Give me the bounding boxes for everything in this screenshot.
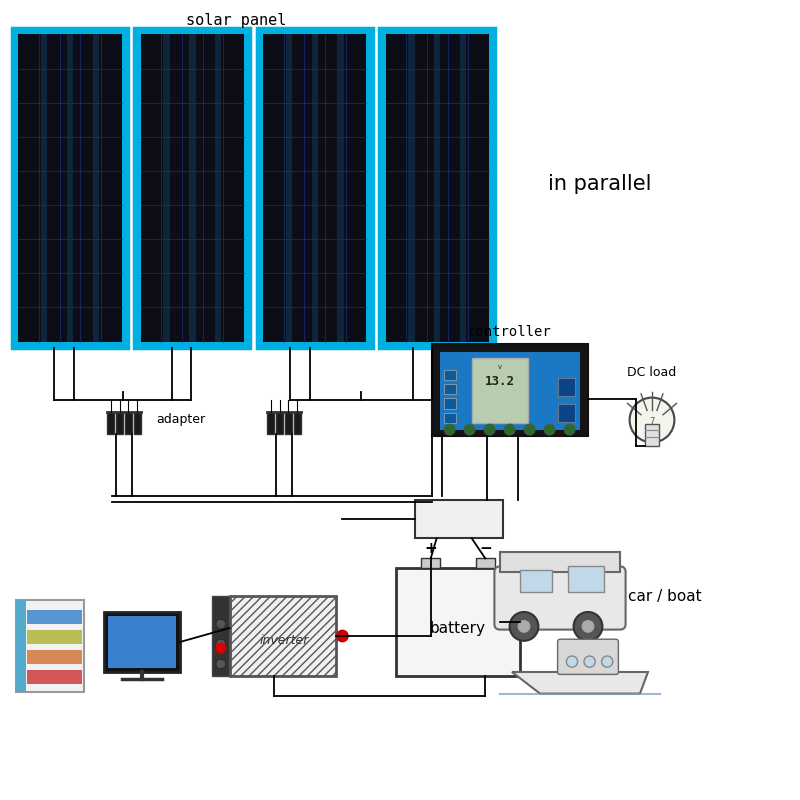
Circle shape [336,630,349,642]
Circle shape [584,656,595,667]
Bar [215,34,222,342]
Bar [386,34,489,342]
Bar [27,610,82,624]
Bar [500,552,620,572]
Bar [312,34,318,342]
Bar [444,398,456,409]
Circle shape [524,424,535,435]
Circle shape [216,659,226,669]
Bar [286,34,292,342]
Text: DC load: DC load [627,366,677,378]
FancyBboxPatch shape [558,639,618,674]
Circle shape [216,619,226,629]
Bar [41,34,47,342]
Bar [27,670,82,684]
Text: controller: controller [468,325,551,339]
Bar [116,412,123,434]
Bar [379,28,495,348]
Bar [645,424,659,446]
Text: v: v [498,364,502,370]
Text: car / boat: car / boat [628,589,702,603]
Bar [338,34,344,342]
FancyBboxPatch shape [494,566,626,630]
Bar [134,412,141,434]
Circle shape [602,656,613,667]
Bar [444,413,456,423]
Text: inverter: inverter [259,634,309,646]
Bar [558,378,575,396]
Circle shape [504,424,515,435]
Bar [108,616,176,668]
Circle shape [630,398,674,442]
Bar [12,28,128,348]
Bar [558,404,575,422]
Circle shape [216,639,226,649]
Bar [408,34,414,342]
Bar [257,28,373,348]
Text: 7: 7 [650,417,654,426]
Circle shape [582,620,594,633]
Bar [396,568,520,676]
Text: solar panel: solar panel [186,13,286,27]
Bar [27,630,82,644]
Bar [263,34,366,342]
Circle shape [510,612,538,641]
Bar [107,412,114,434]
Text: adapter: adapter [156,414,205,426]
Circle shape [564,424,575,435]
Bar [432,344,588,436]
Bar [18,34,122,342]
Bar [285,412,292,434]
Bar [67,34,74,342]
Bar [476,558,495,568]
Bar [414,500,502,538]
Bar [460,34,466,342]
Bar [93,34,99,342]
Bar [141,34,244,342]
Bar [472,358,528,423]
Bar [568,566,604,592]
Text: in parallel: in parallel [548,174,652,194]
Circle shape [215,642,226,654]
Text: −: − [479,542,492,556]
Text: +: + [424,542,437,556]
Bar [125,412,132,434]
Bar [104,612,180,672]
Bar [27,650,82,664]
Bar [294,412,301,434]
Bar [520,570,552,592]
Bar [267,412,274,434]
Bar [190,34,196,342]
Circle shape [464,424,475,435]
Bar [163,34,170,342]
Bar [16,600,26,692]
Bar [16,600,84,692]
Bar [440,352,580,430]
Bar [212,596,230,676]
Polygon shape [512,672,648,694]
Text: 13.2: 13.2 [485,374,515,387]
Circle shape [484,424,495,435]
Circle shape [566,656,578,667]
Text: battery: battery [430,621,486,635]
Circle shape [574,612,602,641]
Circle shape [444,424,455,435]
Bar [444,384,456,394]
Circle shape [544,424,555,435]
Bar [230,596,336,676]
Bar [434,34,440,342]
Bar [444,370,456,380]
Circle shape [518,620,530,633]
Bar [276,412,283,434]
Bar [421,558,440,568]
Bar [134,28,250,348]
